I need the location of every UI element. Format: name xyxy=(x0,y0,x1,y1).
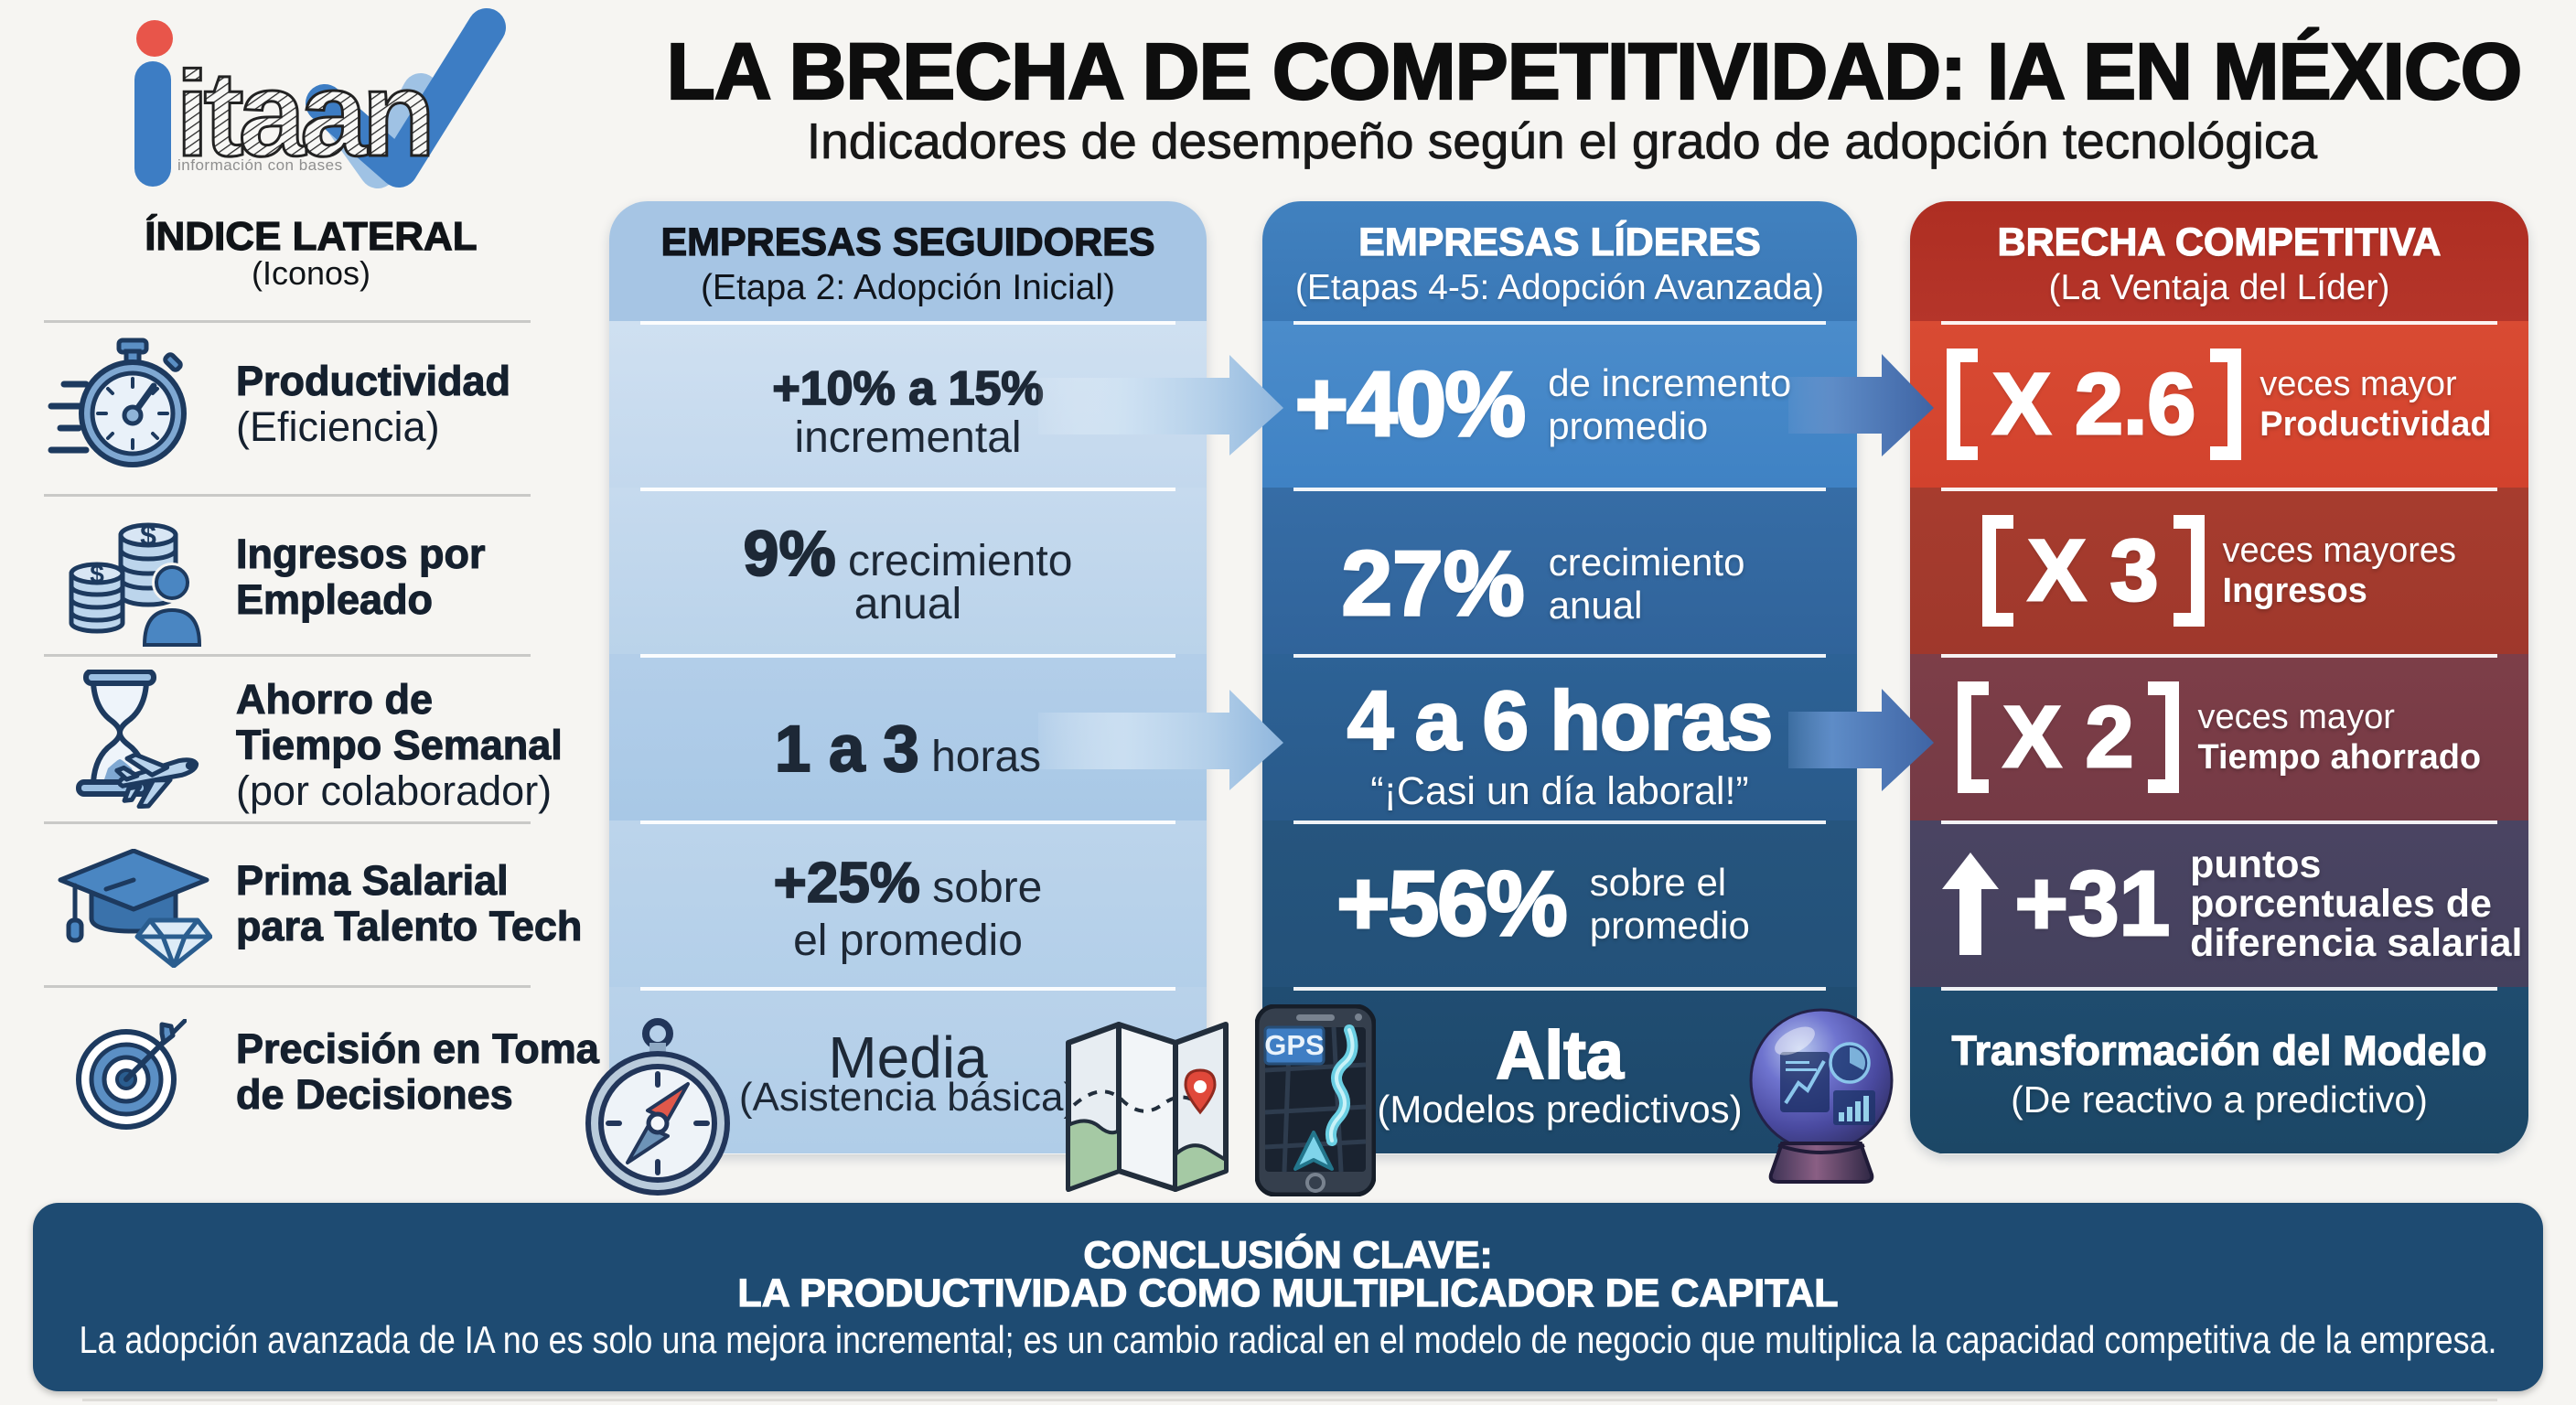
svg-text:$: $ xyxy=(90,560,104,588)
svg-text:itaan: itaan xyxy=(176,47,430,181)
svg-text:información con bases: información con bases xyxy=(177,156,343,174)
svg-text:$: $ xyxy=(140,519,156,552)
svg-text:GPS: GPS xyxy=(1264,1029,1324,1061)
